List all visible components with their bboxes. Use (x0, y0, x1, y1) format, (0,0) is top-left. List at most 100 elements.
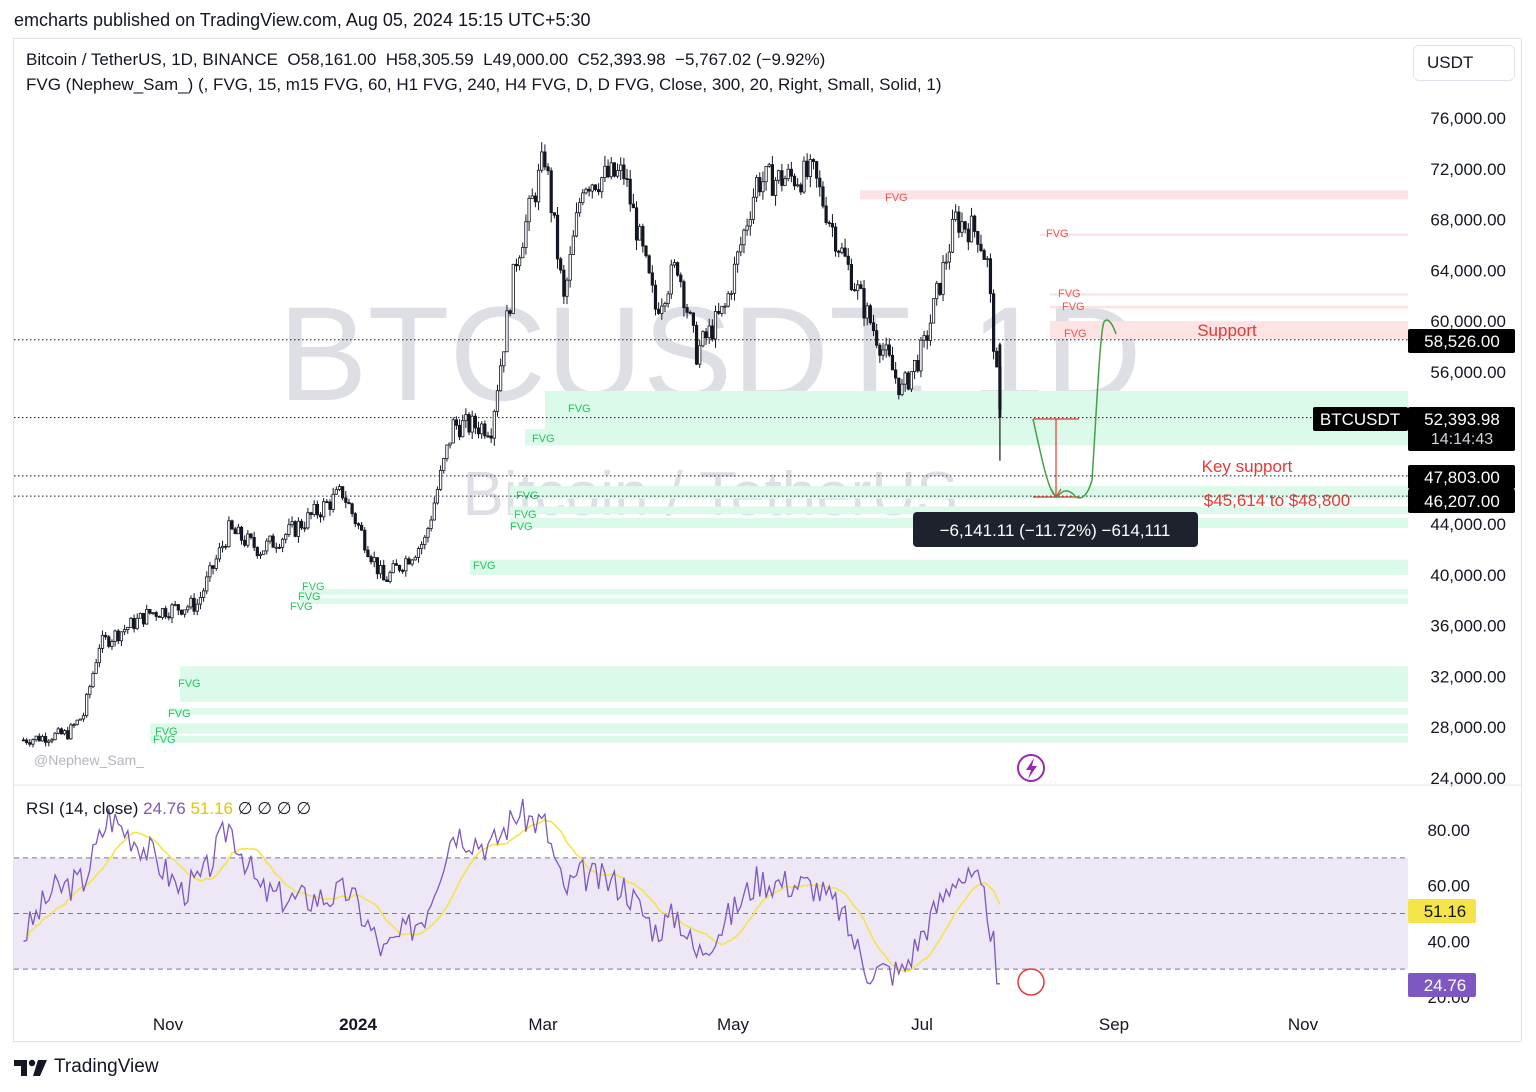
candle-body (966, 228, 970, 243)
price-axis[interactable]: 76,000.00 72,000.00 68,000.00 64,000.00 60,0… (1430, 109, 1506, 788)
candle-body (350, 503, 354, 515)
candle-body (758, 177, 762, 193)
candle-body (85, 693, 89, 717)
rsi-ma-line (23, 819, 1001, 973)
candle-body (461, 420, 465, 438)
lightning-icon[interactable] (1017, 754, 1045, 782)
candle-body (113, 630, 117, 642)
currency-button[interactable]: USDT (1413, 45, 1515, 81)
candle-body (167, 616, 171, 619)
candle-body (524, 221, 528, 248)
rsi-legend[interactable]: RSI (14, close) 24.76 51.16 ∅ ∅ ∅ ∅ (26, 799, 311, 819)
candle-body (413, 557, 417, 561)
candle-body (442, 458, 446, 471)
candle-body (318, 514, 323, 518)
candle-body (881, 349, 885, 356)
fvg-label: FVG (568, 403, 591, 415)
fvg-label: FVG (1062, 301, 1085, 313)
candle-body (549, 170, 553, 214)
candle-body (846, 255, 850, 265)
candle-body (792, 175, 797, 187)
candle-body (928, 322, 933, 341)
rsi-value-tag: 24.76 (1408, 973, 1476, 997)
candle-body (34, 735, 38, 741)
candle-body (123, 629, 127, 633)
candle-body (21, 739, 26, 742)
fvg-zone-bearish (860, 190, 1408, 200)
candle-body (132, 617, 136, 630)
candle-body (906, 372, 910, 390)
candle-body (581, 192, 585, 203)
candle-body (536, 169, 541, 203)
candle-body (31, 739, 35, 745)
candle-body (587, 188, 591, 192)
candle-body (59, 728, 64, 735)
candle-body (25, 739, 29, 744)
candle-body (287, 524, 291, 535)
svg-text:47,803.00: 47,803.00 (1424, 468, 1500, 487)
candle-body (830, 223, 835, 228)
candle-body (824, 205, 828, 223)
rsi-ma-tag: 51.16 (1408, 899, 1476, 923)
candle-body (470, 415, 474, 433)
legend-symbol[interactable]: Bitcoin / TetherUS, 1D, BINANCE (26, 50, 278, 69)
candle-body (840, 247, 844, 253)
candle-body (341, 486, 345, 499)
price-tick-label: 44,000.00 (1430, 515, 1506, 534)
fvg-label: FVG (885, 192, 908, 204)
candle-body (334, 489, 338, 495)
candle-body (224, 545, 228, 548)
candle-body (148, 609, 152, 614)
projection-path (1032, 319, 1117, 499)
candle-body (726, 293, 730, 307)
time-axis[interactable]: Nov 2024 Mar May Jul Sep Nov (153, 1015, 1319, 1034)
fvg-zone-bullish (150, 723, 1408, 734)
candle-body (205, 576, 209, 592)
candle-body (183, 609, 187, 615)
rsi-legend-label: RSI (14, close) (26, 799, 139, 818)
candle-body (50, 739, 54, 742)
candle-body (451, 419, 455, 444)
price-tick-label: 24,000.00 (1430, 769, 1506, 788)
legend-c-label: C (577, 50, 590, 69)
candle-body (963, 221, 967, 230)
candle-body (960, 221, 964, 233)
candle-body (732, 263, 737, 294)
candle-body (492, 411, 496, 439)
candle-body (653, 284, 658, 310)
candle-body (179, 609, 184, 615)
candle-body (988, 258, 993, 295)
price-tick-label: 76,000.00 (1430, 109, 1506, 128)
price-tick-label: 40,000.00 (1430, 566, 1506, 585)
candle-body (88, 686, 92, 695)
candle-body (745, 225, 749, 231)
candle-body (274, 546, 278, 549)
rsi-legend-extras: ∅ ∅ ∅ ∅ (237, 799, 312, 818)
candle-body (796, 184, 800, 187)
candle-body (868, 305, 872, 324)
candle-body (375, 557, 380, 575)
candle-body (723, 305, 727, 308)
candle-body (701, 331, 705, 347)
fvg-label: FVG (1058, 288, 1081, 300)
candle-body (584, 188, 588, 194)
candle-body (751, 196, 756, 220)
svg-text:51.16: 51.16 (1424, 902, 1467, 921)
fvg-zone-bullish (510, 486, 1408, 499)
candle-body (296, 520, 301, 537)
candle-body (151, 612, 155, 615)
candle-body (992, 293, 996, 352)
candle-body (660, 305, 664, 314)
candle-body (856, 284, 860, 292)
candle-body (107, 636, 111, 647)
candle-body (186, 606, 190, 611)
indicator-legend[interactable]: FVG (Nephew_Sam_) (, FVG, 15, m15 FVG, 6… (26, 75, 942, 94)
fvg-zone-bullish (300, 588, 1408, 596)
candle-body (612, 162, 617, 177)
tradingview-brand[interactable]: TradingView (14, 1056, 159, 1078)
candle-body (366, 549, 370, 558)
fvg-label: FVG (473, 560, 496, 572)
rsi-pane (14, 798, 1408, 986)
price-tag-level-2: 47,803.00 (1408, 465, 1515, 489)
